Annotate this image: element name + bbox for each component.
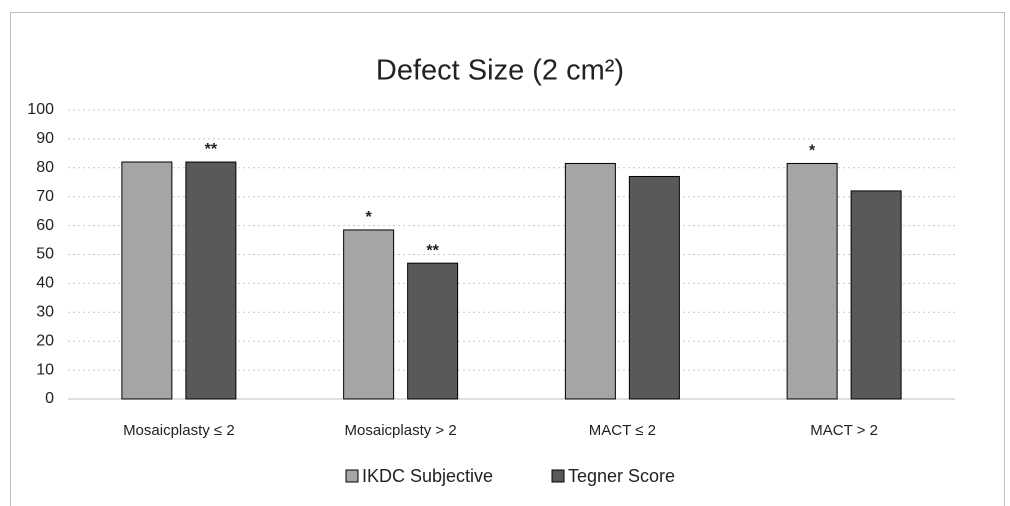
bar (407, 262, 459, 400)
x-tick-label: Mosaicplasty ≤ 2 (123, 422, 235, 439)
bar (185, 161, 237, 400)
legend-label: IKDC Subjective (362, 466, 493, 486)
y-tick-label: 80 (36, 159, 54, 176)
y-tick-label: 60 (36, 217, 54, 234)
y-tick-label: 90 (36, 130, 54, 147)
bar-annotation: * (809, 143, 816, 160)
y-tick-label: 100 (27, 101, 54, 118)
bar-annotation: ** (426, 242, 439, 259)
y-tick-label: 40 (36, 275, 54, 292)
bar (850, 190, 902, 400)
bar (343, 229, 395, 400)
legend-label: Tegner Score (568, 466, 675, 486)
x-tick-label: MACT > 2 (810, 422, 878, 439)
y-tick-label: 30 (36, 304, 54, 321)
y-tick-label: 10 (36, 361, 54, 378)
y-tick-label: 20 (36, 332, 54, 349)
bar (786, 162, 838, 400)
frame (10, 12, 1005, 506)
legend-swatch (551, 469, 565, 483)
y-tick-label: 0 (45, 390, 54, 407)
bar (628, 175, 680, 400)
bar (564, 162, 616, 400)
x-tick-label: Mosaicplasty > 2 (345, 422, 457, 439)
legend-swatch (345, 469, 359, 483)
bar-annotation: ** (205, 141, 218, 158)
y-tick-label: 50 (36, 246, 54, 263)
chart-title: Defect Size (2 cm²) (376, 55, 624, 87)
bar-annotation: * (366, 209, 373, 226)
y-tick-label: 70 (36, 188, 54, 205)
x-tick-label: MACT ≤ 2 (589, 422, 656, 439)
bar (121, 161, 173, 400)
